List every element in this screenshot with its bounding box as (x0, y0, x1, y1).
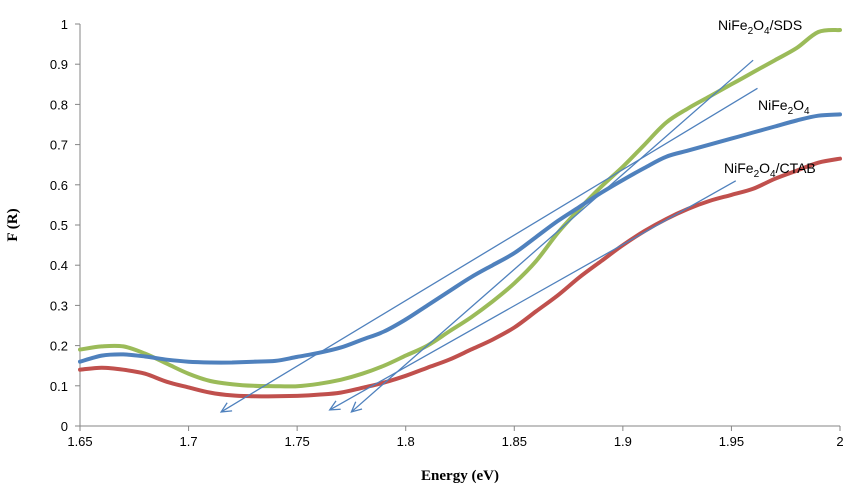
series-label-1: NiFe2O4 (758, 97, 810, 117)
x-tick-label: 1.85 (502, 434, 527, 449)
series-line-0 (78, 28, 842, 389)
y-tick-label: 0.8 (50, 97, 68, 112)
x-tick-labels: 1.65 1.7 1.75 1.8 1.85 1.9 1.95 2 (67, 426, 844, 449)
arrow-head (350, 401, 363, 413)
tangent-line-0 (350, 59, 754, 413)
y-axis-title: F (R) (5, 208, 21, 241)
series-line-2 (78, 156, 842, 399)
y-tick-label: 0 (61, 419, 68, 434)
x-tick-label: 2 (836, 434, 843, 449)
y-tick-label: 0.3 (50, 298, 68, 313)
arrow-head (328, 400, 341, 411)
x-tick-label: 1.9 (614, 434, 632, 449)
y-tick-label: 0.7 (50, 138, 68, 153)
y-tick-label: 0.2 (50, 339, 68, 354)
tangent-line-2 (328, 180, 737, 411)
y-tick-label: 0.5 (50, 218, 68, 233)
series-label-2: NiFe2O4/CTAB (724, 160, 816, 180)
series-lines (78, 28, 842, 399)
x-tick-label: 1.7 (180, 434, 198, 449)
series-label-0: NiFe2O4/SDS (718, 17, 802, 37)
series-line-1 (78, 112, 842, 365)
y-tick-label: 0.1 (50, 379, 68, 394)
x-tick-label: 1.8 (397, 434, 415, 449)
x-axis-title: Energy (eV) (421, 468, 499, 484)
x-tick-label: 1.95 (719, 434, 744, 449)
x-tick-label: 1.75 (284, 434, 309, 449)
y-tick-label: 0.6 (50, 178, 68, 193)
x-tick-label: 1.65 (67, 434, 92, 449)
y-tick-label: 0.9 (50, 57, 68, 72)
tangent-lines (219, 59, 758, 413)
tangent-line-1 (219, 87, 758, 413)
arrow-head (219, 402, 233, 413)
y-tick-label: 0.4 (50, 258, 68, 273)
series-labels: NiFe2O4/SDS NiFe2O4 NiFe2O4/CTAB (718, 17, 816, 180)
y-tick-labels: 0 0.1 0.2 0.3 0.4 0.5 0.6 0.7 0.8 0.9 1 (50, 17, 80, 434)
y-tick-label: 1 (61, 17, 68, 32)
